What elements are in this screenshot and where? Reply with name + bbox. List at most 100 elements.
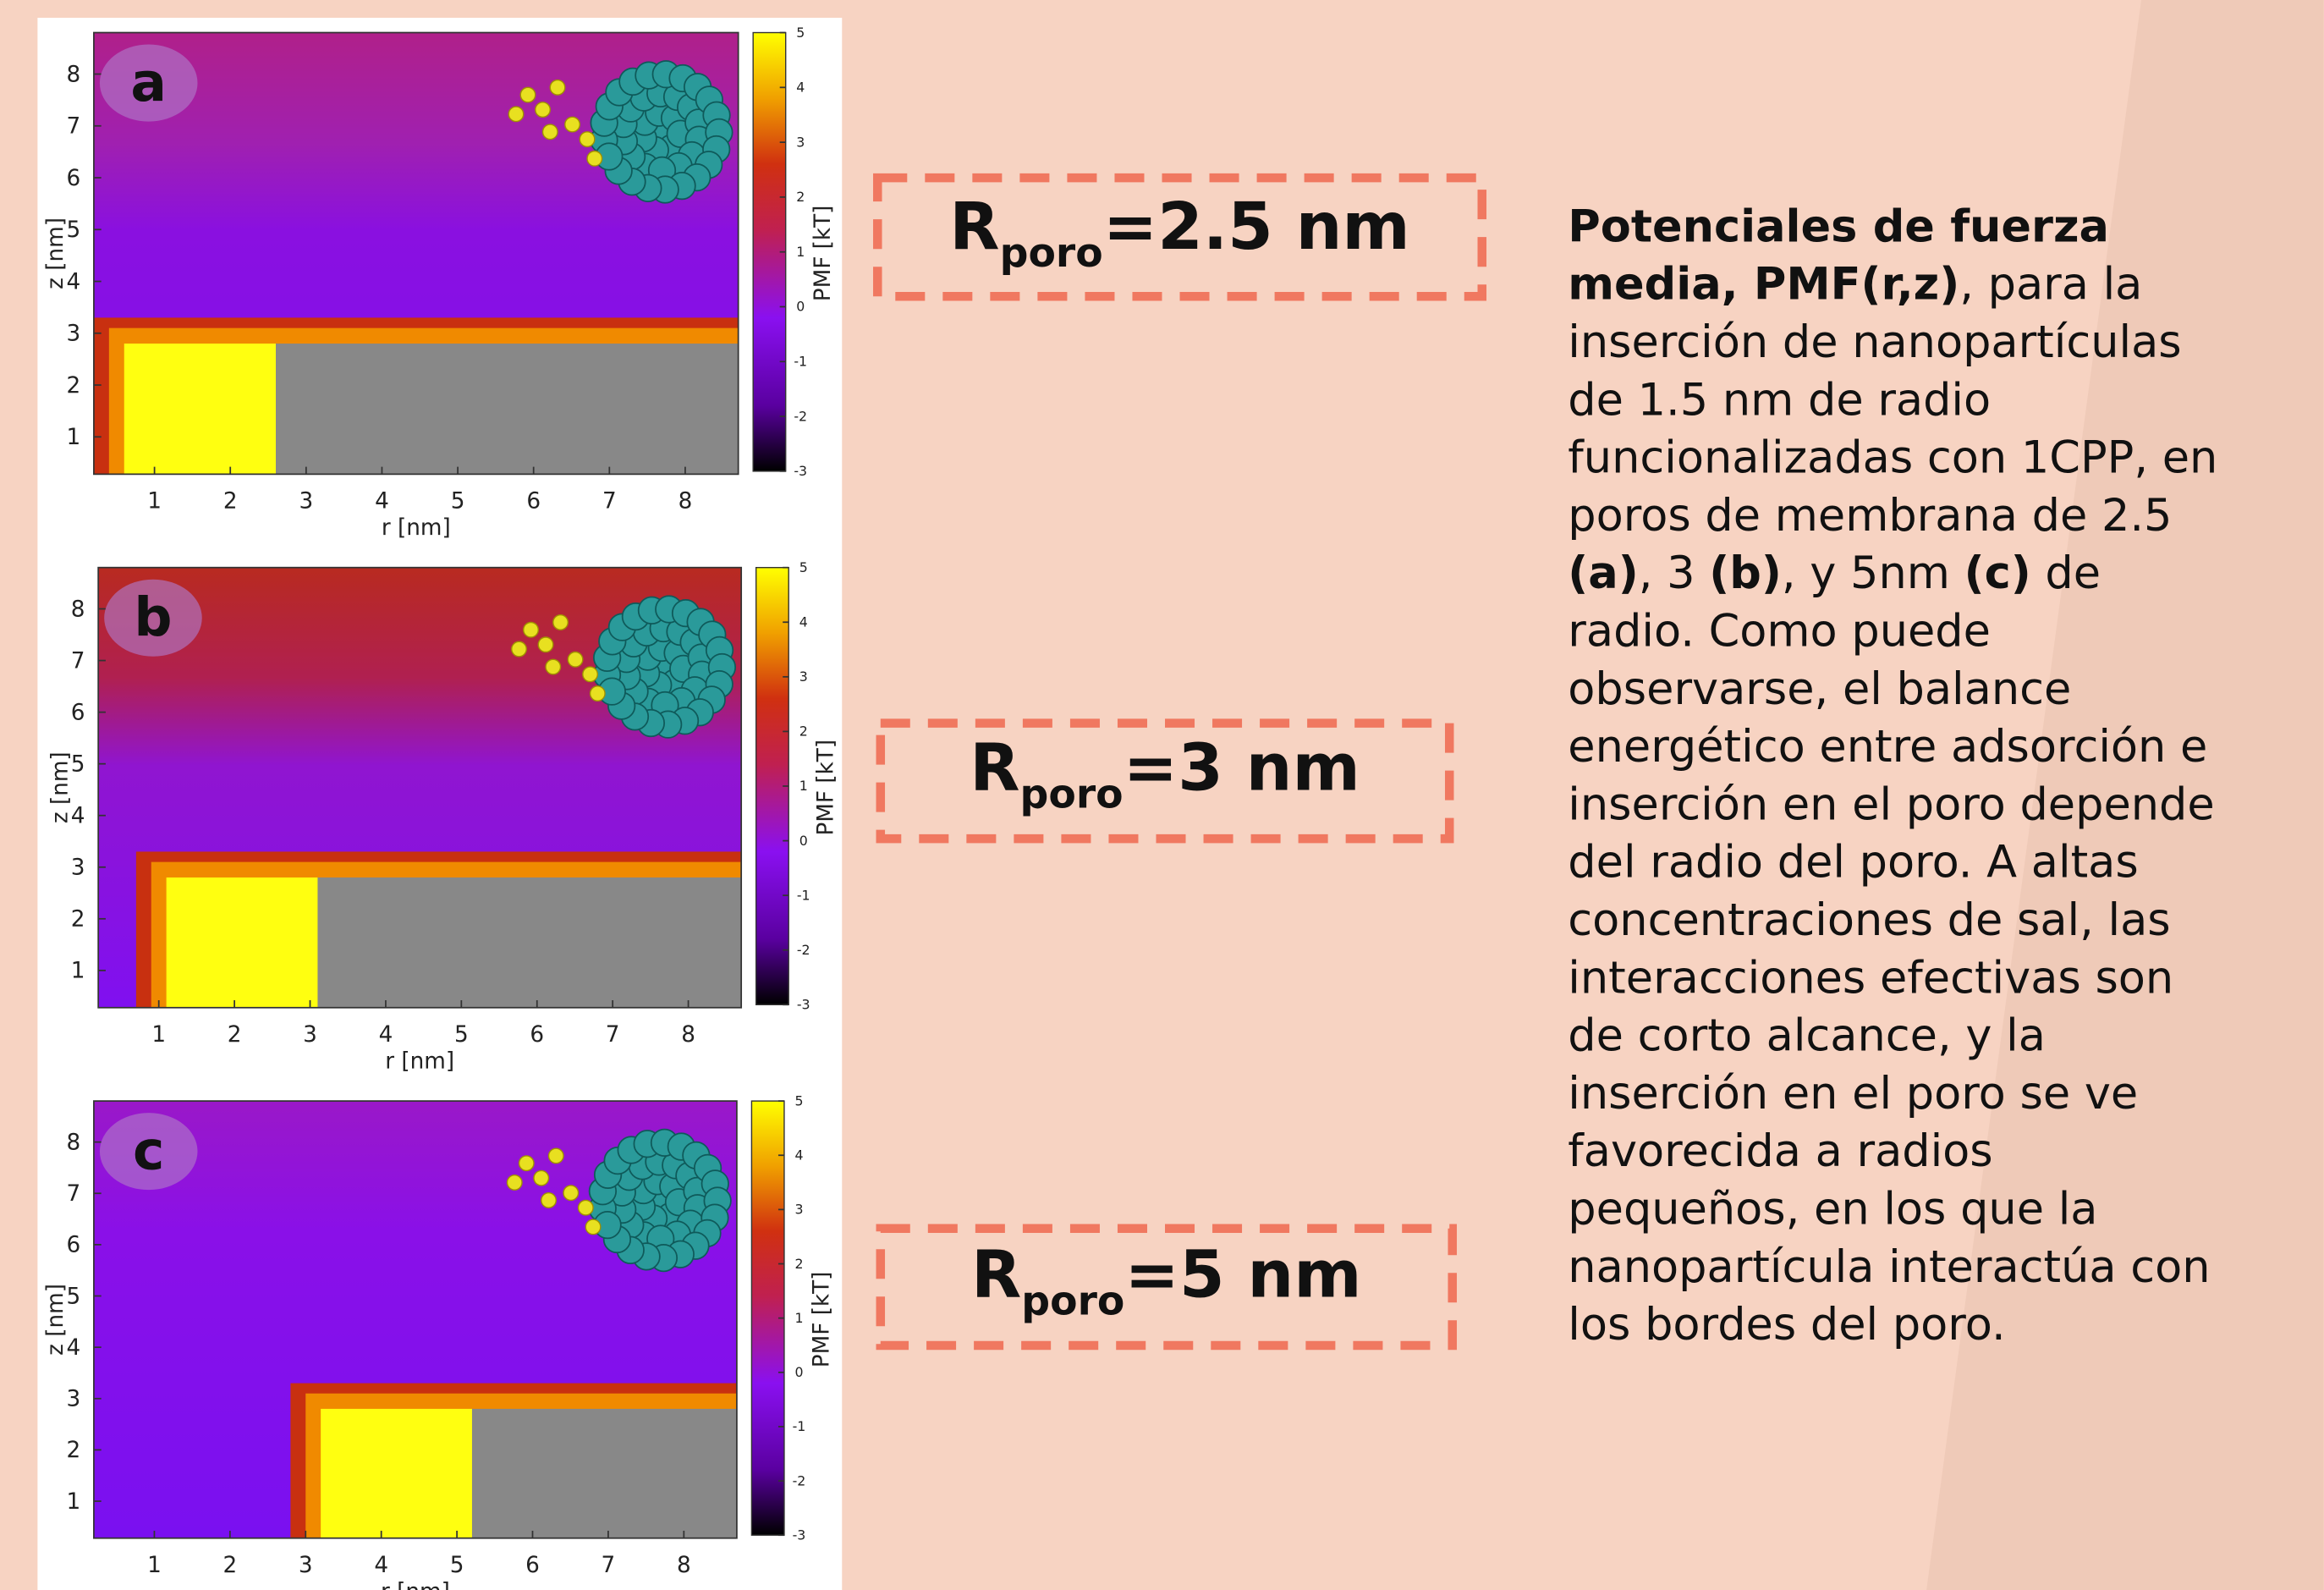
caption-text: los bordes del poro. — [1568, 1299, 2005, 1351]
colorbar-tick-label: 3 — [796, 134, 805, 150]
colorbar-tick-label: 4 — [796, 80, 805, 96]
y-tick-label: 2 — [66, 373, 80, 399]
membrane — [317, 877, 742, 1008]
pmf-panel: 1 2 3 4 5 6 7 8 1 2 3 4 5 6 7 8 r [nm] z [nm] -3 -2 -1 0 1 2 3 4 5… — [43, 25, 836, 541]
ligand-bead — [506, 1174, 523, 1191]
radius-box — [876, 1224, 1457, 1351]
ligand-bead — [547, 1147, 564, 1164]
caption-text: concentraciones de sal, las — [1568, 894, 2170, 946]
colorbar-tick-label: 0 — [796, 299, 805, 315]
x-tick-label: 3 — [303, 1022, 317, 1048]
colorbar-tick-label: 0 — [794, 1364, 803, 1380]
x-tick-label: 8 — [677, 1553, 691, 1578]
y-tick-label: 4 — [71, 803, 85, 828]
caption-text: (b) — [1709, 547, 1782, 599]
plot-frame — [93, 31, 739, 476]
ligand-bead — [533, 1169, 550, 1186]
panel-label-badge — [99, 44, 198, 122]
colorbar-tick-label: 3 — [799, 668, 808, 685]
caption-text: de 1.5 nm de radio — [1568, 374, 1991, 426]
radius-symbol: R — [970, 729, 1019, 806]
ligand-bead — [582, 666, 599, 683]
ligand-bead — [545, 658, 562, 675]
ligand-bead — [541, 1191, 557, 1208]
colorbar-label: PMF [kT] — [809, 1272, 834, 1368]
radius-label: Rporo=2.5 nm — [949, 189, 1409, 277]
caption-text: poros de membrana de 2.5 — [1568, 490, 2172, 542]
caption-text: de — [2031, 547, 2101, 599]
caption-text: de corto alcance, y la — [1568, 1010, 2046, 1062]
x-tick-label: 4 — [374, 1553, 388, 1578]
caption-text: nanopartícula interactúa con — [1568, 1241, 2210, 1293]
caption-text: , para la — [1959, 259, 2142, 311]
y-tick-label: 5 — [66, 217, 80, 243]
y-tick-label: 1 — [66, 425, 80, 450]
x-tick-label: 5 — [450, 1553, 464, 1578]
caption-text: inserción de nanopartículas — [1568, 316, 2181, 368]
x-tick-label: 4 — [375, 489, 389, 514]
colorbar-label: PMF [kT] — [810, 206, 836, 302]
y-tick-label: 5 — [71, 751, 85, 777]
x-tick-label: 1 — [151, 1022, 166, 1048]
radius-box — [876, 718, 1454, 844]
colorbar-tick-label: 5 — [794, 1092, 803, 1109]
y-axis-label: z [nm] — [43, 1284, 69, 1356]
caption-text: , 3 — [1639, 547, 1709, 599]
colorbar-tick-label: 1 — [794, 1310, 803, 1326]
radius-box — [873, 173, 1487, 301]
ligand-bead — [552, 614, 569, 630]
caption-text: interacciones efectivas son — [1568, 952, 2173, 1004]
colorbar-tick-label: 5 — [799, 559, 808, 575]
y-axis-label: z [nm] — [47, 751, 73, 823]
caption-text: inserción en el poro se ve — [1568, 1068, 2138, 1120]
x-tick-label: 2 — [223, 489, 238, 514]
colorbar-tick-label: -2 — [794, 408, 807, 424]
y-tick-label: 7 — [71, 648, 85, 674]
x-axis-label: r [nm] — [381, 1580, 450, 1590]
caption-text: funcionalizadas con 1CPP, en — [1568, 432, 2217, 484]
caption-text: observarse, el balance — [1568, 663, 2071, 715]
caption-text: , y 5nm — [1782, 547, 1964, 599]
radius-label: Rporo=5 nm — [971, 1236, 1362, 1324]
caption-text: media, PMF(r,z) — [1568, 259, 1959, 311]
pore-interior — [166, 877, 318, 1008]
x-tick-label: 7 — [602, 489, 617, 514]
ligand-bead — [519, 86, 536, 103]
panel-label: b — [134, 586, 172, 648]
colorbar-tick-label: 5 — [796, 25, 805, 41]
y-tick-label: 1 — [66, 1489, 80, 1515]
colorbar-tick-label: -2 — [793, 1472, 806, 1488]
radius-subscript: poro — [1021, 1278, 1124, 1324]
caption-text: pequeños, en los que la — [1568, 1183, 2097, 1235]
x-tick-label: 6 — [525, 1553, 540, 1578]
x-tick-label: 4 — [379, 1022, 393, 1048]
plot-frame — [97, 566, 743, 1009]
x-tick-label: 2 — [228, 1022, 242, 1048]
ligand-bead — [541, 124, 558, 140]
y-tick-label: 2 — [66, 1438, 80, 1463]
membrane — [275, 344, 739, 475]
radius-subscript: poro — [1020, 771, 1124, 817]
ligand-bead — [577, 1199, 594, 1216]
x-tick-label: 6 — [526, 489, 541, 514]
panel-label-badge — [104, 579, 202, 657]
ligand-bead — [523, 621, 539, 638]
x-tick-label: 5 — [451, 489, 465, 514]
x-tick-label: 7 — [602, 1553, 616, 1578]
x-tick-label: 1 — [147, 1553, 162, 1578]
caption-text: (c) — [1964, 547, 2031, 599]
ligand-bead — [535, 102, 551, 118]
caption-text: (a) — [1568, 547, 1638, 599]
radius-symbol: R — [949, 189, 999, 265]
y-tick-label: 8 — [71, 597, 85, 622]
colorbar-tick-label: 1 — [799, 778, 808, 794]
y-tick-label: 7 — [66, 1181, 80, 1207]
caption-text: favorecida a radios — [1568, 1125, 1992, 1177]
colorbar-tick-label: -1 — [797, 887, 810, 903]
colorbar-tick-label: -1 — [793, 1418, 806, 1434]
x-tick-label: 1 — [147, 489, 162, 514]
y-tick-label: 5 — [66, 1284, 80, 1309]
x-tick-label: 7 — [606, 1022, 620, 1048]
caption-text: Potenciales de fuerza — [1568, 201, 2109, 252]
